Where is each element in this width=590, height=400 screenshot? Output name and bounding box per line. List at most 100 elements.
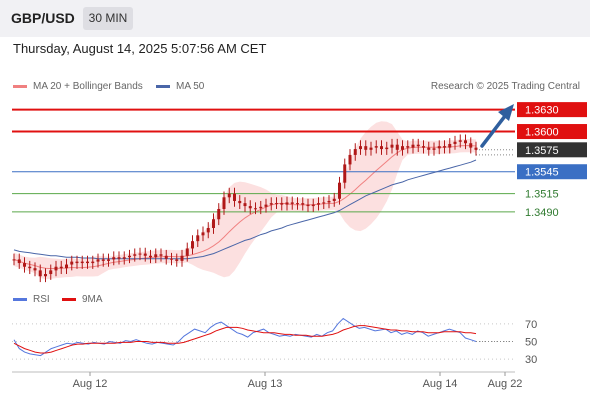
candle-body — [243, 203, 247, 207]
level-tag-1.3630 — [517, 102, 587, 118]
candle-body — [406, 146, 410, 148]
candle-body — [416, 144, 420, 147]
candle-body — [33, 268, 37, 271]
ma50-line — [13, 159, 477, 260]
candle-body — [380, 146, 383, 150]
x-tick-label: Aug 13 — [248, 378, 283, 390]
candle-body — [117, 257, 121, 259]
candle-body — [301, 203, 305, 205]
level-tag-1.3545 — [517, 164, 587, 180]
x-tick-label: Aug 12 — [73, 378, 108, 390]
candle-body — [143, 253, 147, 256]
candle-body — [180, 255, 184, 261]
candle-body — [191, 241, 194, 249]
candle-body — [75, 261, 79, 264]
candle-body — [437, 146, 441, 149]
candle-body — [343, 164, 347, 183]
candle-body — [222, 197, 226, 209]
candle-body — [154, 254, 158, 258]
rsi-tick-30: 30 — [525, 354, 537, 366]
candle-body — [427, 147, 431, 150]
x-tick-label: Aug 22 — [488, 378, 523, 390]
candle-body — [138, 253, 142, 255]
current-price-tag — [517, 142, 587, 158]
candle-body — [206, 228, 210, 233]
candle-body — [359, 146, 362, 150]
header-bar: GBP/USD 30 MIN — [0, 0, 590, 37]
candle-body — [49, 270, 53, 275]
candle-body — [91, 261, 95, 264]
candle-body — [248, 206, 252, 209]
candle-body — [458, 140, 462, 142]
candle-body — [201, 232, 205, 236]
level-tag-1.3600 — [517, 124, 587, 140]
ma20-line — [13, 145, 477, 270]
candle-body — [332, 198, 336, 201]
candles — [12, 134, 478, 283]
chart-datetime: Thursday, August 14, 2025 5:07:56 AM CET — [13, 41, 267, 56]
candle-body — [28, 266, 32, 269]
candle-body — [149, 255, 152, 258]
forecast-arrow-shaft — [480, 114, 507, 148]
candle-body — [59, 266, 63, 269]
candle-body — [212, 219, 215, 228]
candle-body — [311, 204, 315, 207]
ma20-legend-swatch — [13, 85, 27, 88]
candle-body — [233, 193, 236, 201]
candle-body — [65, 264, 68, 269]
rsi-ma-line — [13, 325, 477, 354]
candle-body — [327, 200, 331, 203]
level-label-1.3515: 1.3515 — [525, 189, 559, 201]
candle-body — [348, 154, 352, 165]
rsi-legend-label: RSI — [33, 294, 50, 305]
candle-body — [322, 202, 326, 204]
rsi-legend-swatch — [13, 298, 27, 301]
symbol-label: GBP/USD — [11, 10, 75, 26]
candle-body — [170, 258, 173, 260]
timeframe-button[interactable]: 30 MIN — [83, 7, 133, 30]
candle-body — [285, 202, 289, 205]
candle-body — [474, 147, 478, 150]
candle-body — [54, 266, 58, 271]
candle-body — [401, 146, 404, 150]
candle-body — [159, 254, 163, 256]
candle-body — [164, 255, 168, 259]
candle-body — [364, 146, 368, 150]
candle-body — [101, 259, 105, 261]
candle-body — [23, 263, 26, 267]
candle-body — [317, 203, 320, 205]
candle-body — [269, 203, 273, 205]
level-label-1.3490: 1.3490 — [525, 207, 559, 219]
candle-body — [280, 203, 284, 205]
candle-body — [112, 257, 116, 260]
candle-body — [469, 143, 473, 148]
forecast-arrow-head — [498, 104, 514, 121]
candle-body — [369, 147, 373, 150]
candle-body — [374, 146, 378, 148]
candle-body — [443, 146, 446, 148]
candle-body — [464, 140, 467, 144]
candle-body — [453, 141, 457, 144]
candle-body — [296, 203, 299, 205]
candle-body — [390, 144, 394, 148]
candle-body — [264, 204, 268, 207]
candle-body — [12, 259, 16, 261]
ma9-legend-label: 9MA — [82, 294, 103, 305]
ma20-legend-label: MA 20 + Bollinger Bands — [33, 81, 143, 92]
candle-body — [306, 204, 310, 207]
x-tick-label: Aug 14 — [423, 378, 458, 390]
candle-body — [395, 144, 399, 150]
candle-body — [422, 146, 425, 148]
candle-body — [122, 257, 126, 259]
candle-body — [175, 259, 179, 261]
candle-body — [128, 255, 131, 258]
candle-body — [353, 149, 357, 155]
candle-body — [411, 144, 415, 148]
candle-body — [70, 261, 74, 265]
candle-body — [448, 143, 452, 148]
ma50-legend-swatch — [156, 85, 170, 88]
current-price-label: 1.3575 — [525, 145, 559, 157]
candle-body — [290, 202, 294, 204]
candle-body — [259, 206, 263, 209]
candle-body — [38, 270, 42, 277]
